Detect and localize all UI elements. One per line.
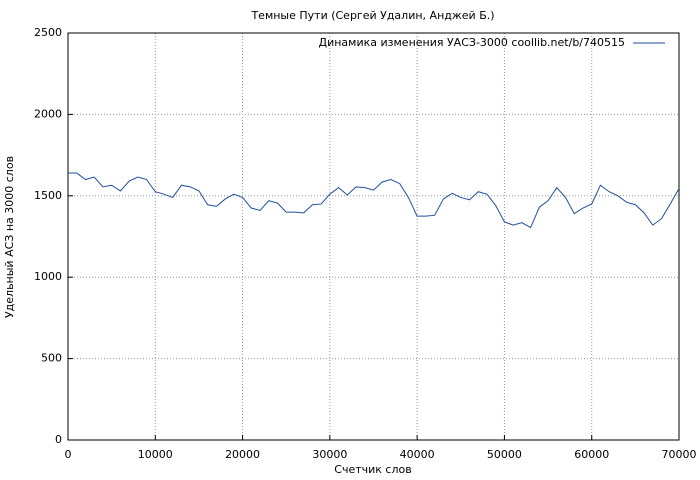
x-tick-label: 70000	[662, 448, 697, 461]
y-tick-label: 1000	[34, 270, 62, 283]
x-tick-label: 20000	[225, 448, 260, 461]
legend-label: Динамика изменения УАСЗ-3000 coollib.net…	[319, 36, 626, 49]
x-tick-label: 40000	[400, 448, 435, 461]
y-tick-label: 2500	[34, 26, 62, 39]
x-tick-label: 60000	[574, 448, 609, 461]
y-tick-label: 0	[55, 433, 62, 446]
x-tick-label: 0	[65, 448, 72, 461]
chart-title: Темные Пути (Сергей Удалин, Анджей Б.)	[250, 9, 494, 22]
plot-frame	[67, 32, 680, 441]
x-tick-label: 50000	[487, 448, 522, 461]
x-axis-label: Счетчик слов	[334, 463, 411, 476]
y-tick-label: 1500	[34, 189, 62, 202]
x-tick-label: 10000	[138, 448, 173, 461]
y-tick-label: 500	[41, 352, 62, 365]
y-tick-label: 2000	[34, 107, 62, 120]
data-line	[68, 172, 680, 229]
x-tick-label: 30000	[312, 448, 347, 461]
y-axis-label: Удельный АСЗ на 3000 слов	[3, 156, 16, 318]
